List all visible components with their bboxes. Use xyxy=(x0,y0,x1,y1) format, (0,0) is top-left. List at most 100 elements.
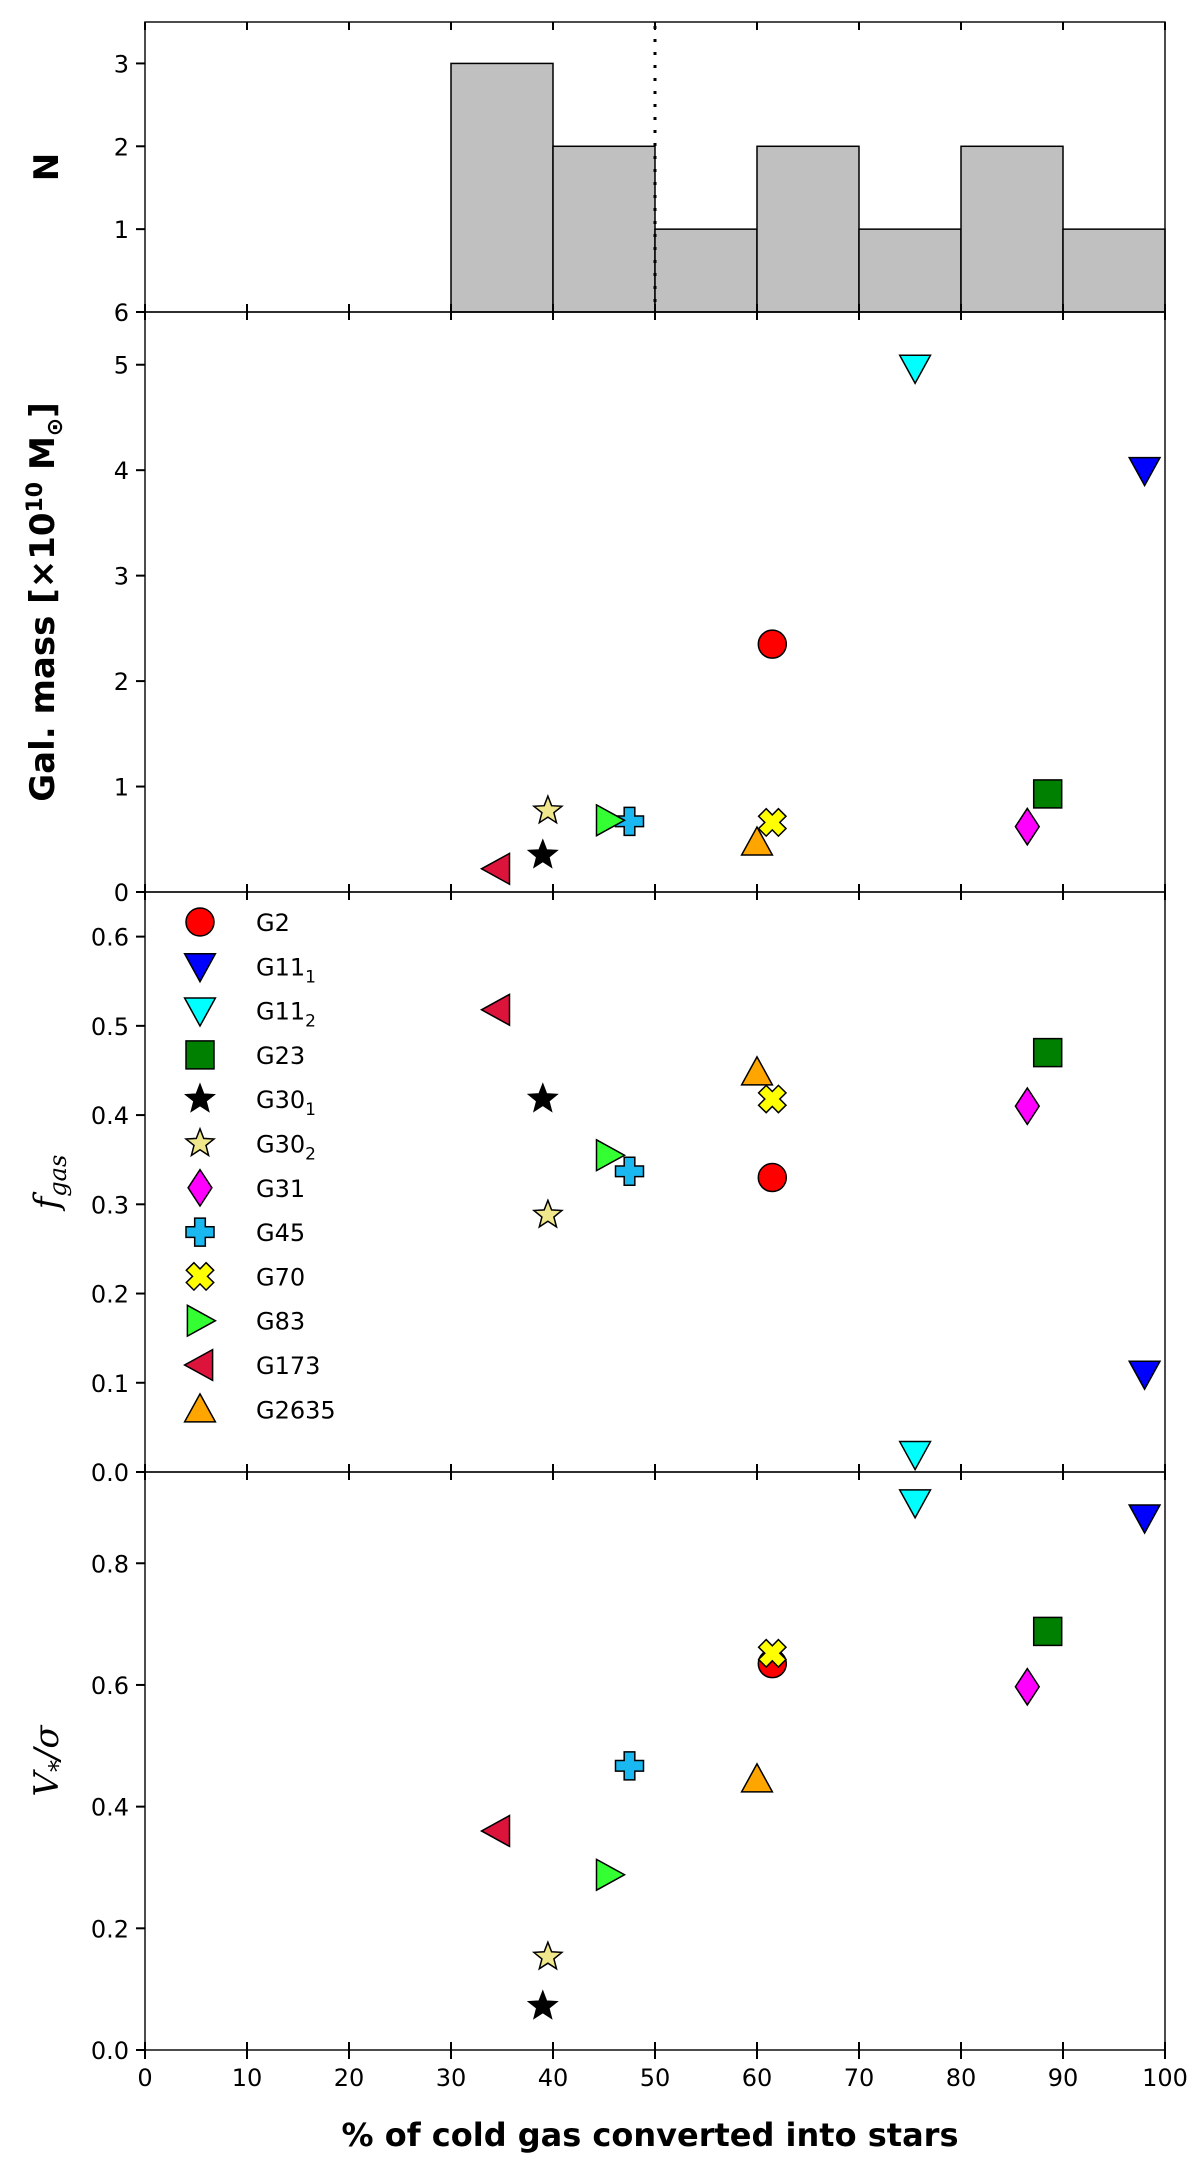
y-tick-label: 0.4 xyxy=(91,1794,129,1822)
y-tick-label: 2 xyxy=(114,668,129,696)
panels: 1 2 3 6 N 0 1 2 3 4 5 Gal. mass [×1010 M⊙] 0.0 0.1 0.2… xyxy=(23,21,1188,2092)
y-tick-label: 3 xyxy=(114,563,129,591)
y-tick-label: 0.4 xyxy=(91,1102,129,1130)
legend: G2 G111 G112 G23 G301 G302 G31 G45 G70 G83 G173 G26… xyxy=(183,907,336,1424)
y-tick-label: 4 xyxy=(114,457,129,485)
x-tick-label: 60 xyxy=(742,2064,773,2092)
panel-vsigma: 0.0 0.2 0.4 0.6 0.8 0 10 20 30 40 50 60 70 80 90 100 V*/… xyxy=(27,1471,1188,2092)
legend-marker-g31 xyxy=(187,1168,213,1208)
point-g30-1 xyxy=(526,838,559,869)
legend-label: G70 xyxy=(256,1263,305,1291)
y-tick-label: 0.0 xyxy=(91,2037,129,2065)
axes-frame xyxy=(144,311,1166,893)
point-g83 xyxy=(595,803,627,837)
point-g2635 xyxy=(740,1762,774,1793)
hist-bar xyxy=(858,228,962,313)
legend-marker-g173 xyxy=(183,1348,214,1382)
point-g45 xyxy=(614,1156,645,1187)
legend-marker-g45 xyxy=(185,1217,215,1247)
hist-bar xyxy=(450,62,554,313)
panel-mass: 0 1 2 3 4 5 Gal. mass [×1010 M⊙] xyxy=(23,311,1166,907)
legend-label: G112 xyxy=(256,998,316,1032)
y-axis-label: V*/σ xyxy=(27,1725,72,1797)
point-g23 xyxy=(1032,779,1063,809)
x-tick-label: 70 xyxy=(844,2064,875,2092)
point-g70 xyxy=(757,807,788,838)
legend-label: G173 xyxy=(256,1352,320,1380)
point-g11-1 xyxy=(1127,1360,1162,1391)
point-g11-2 xyxy=(898,354,932,385)
point-g23 xyxy=(1032,1616,1063,1647)
point-g2635 xyxy=(740,825,774,856)
legend-label: G2 xyxy=(256,909,290,937)
legend-label: G31 xyxy=(256,1175,305,1203)
legend-marker-g30-1 xyxy=(184,1082,216,1113)
point-g23 xyxy=(1032,1037,1063,1068)
point-g70 xyxy=(757,1084,788,1114)
x-tick-label: 30 xyxy=(436,2064,467,2092)
legend-marker-g2635 xyxy=(183,1392,217,1423)
point-g31 xyxy=(1014,807,1041,847)
legend-label: G23 xyxy=(256,1042,305,1070)
y-axis-label: Gal. mass [×1010 M⊙] xyxy=(23,402,68,802)
x-tick-label: 40 xyxy=(538,2064,569,2092)
y-tick-label: 0.2 xyxy=(91,1281,129,1309)
y-tick-label: 0.3 xyxy=(91,1191,129,1219)
hist-bar xyxy=(756,145,860,313)
point-g70 xyxy=(757,1638,788,1669)
y-tick-label: 0.0 xyxy=(91,1459,129,1487)
legend-label: G301 xyxy=(256,1086,316,1120)
point-g2635 xyxy=(740,1055,774,1086)
x-axis-label: % of cold gas converted into stars xyxy=(342,2116,959,2154)
point-g31 xyxy=(1014,1667,1041,1707)
y-axis-label: N xyxy=(27,153,67,181)
y-tick-label: 6 xyxy=(114,299,129,327)
legend-marker-g23 xyxy=(185,1040,215,1070)
point-g173 xyxy=(479,993,511,1027)
legend-marker-g11-2 xyxy=(183,997,217,1028)
point-g30-1 xyxy=(526,1082,559,1113)
x-tick-label: 0 xyxy=(137,2064,152,2092)
point-g2 xyxy=(757,629,788,659)
y-tick-label: 2 xyxy=(114,133,129,161)
point-g83 xyxy=(595,1138,627,1172)
point-g11-2 xyxy=(898,1489,932,1520)
legend-label: G2635 xyxy=(256,1396,336,1424)
hist-bar xyxy=(1062,228,1166,313)
point-g173 xyxy=(479,852,511,886)
point-g31 xyxy=(1014,1086,1041,1126)
x-tick-label: 20 xyxy=(334,2064,365,2092)
point-g11-2 xyxy=(898,1440,932,1472)
hist-bar xyxy=(960,145,1064,313)
legend-label: G83 xyxy=(256,1308,305,1336)
y-tick-label: 3 xyxy=(114,50,129,78)
y-tick-label: 0.6 xyxy=(91,1672,129,1700)
point-g11-1 xyxy=(1127,456,1162,488)
y-tick-label: 0.8 xyxy=(91,1550,129,1578)
x-tick-label: 90 xyxy=(1048,2064,1079,2092)
y-tick-label: 0 xyxy=(114,879,129,907)
y-tick-label: 0.2 xyxy=(91,1915,129,1943)
x-tick-label: 10 xyxy=(232,2064,263,2092)
legend-marker-g70 xyxy=(185,1261,215,1292)
point-g30-2 xyxy=(531,1940,564,1971)
y-tick-label: 0.1 xyxy=(91,1370,129,1398)
point-g30-2 xyxy=(531,1198,564,1229)
legend-marker-g83 xyxy=(186,1304,217,1338)
legend-marker-g30-2 xyxy=(184,1126,216,1158)
panel-histogram: 1 2 3 6 N xyxy=(27,21,1166,327)
point-g173 xyxy=(479,1814,511,1848)
y-tick-label: 0.6 xyxy=(91,924,129,952)
point-g2 xyxy=(757,1162,788,1193)
legend-label: G45 xyxy=(256,1219,305,1247)
point-g30-2 xyxy=(531,794,564,825)
legend-label: G111 xyxy=(256,953,316,987)
y-tick-label: 1 xyxy=(114,774,129,802)
y-tick-label: 5 xyxy=(114,352,129,380)
y-tick-label: 1 xyxy=(114,216,129,244)
x-tick-label: 50 xyxy=(640,2064,671,2092)
point-g45 xyxy=(614,1751,645,1781)
legend-label: G302 xyxy=(256,1131,316,1165)
axes-frame xyxy=(144,1471,1166,2051)
